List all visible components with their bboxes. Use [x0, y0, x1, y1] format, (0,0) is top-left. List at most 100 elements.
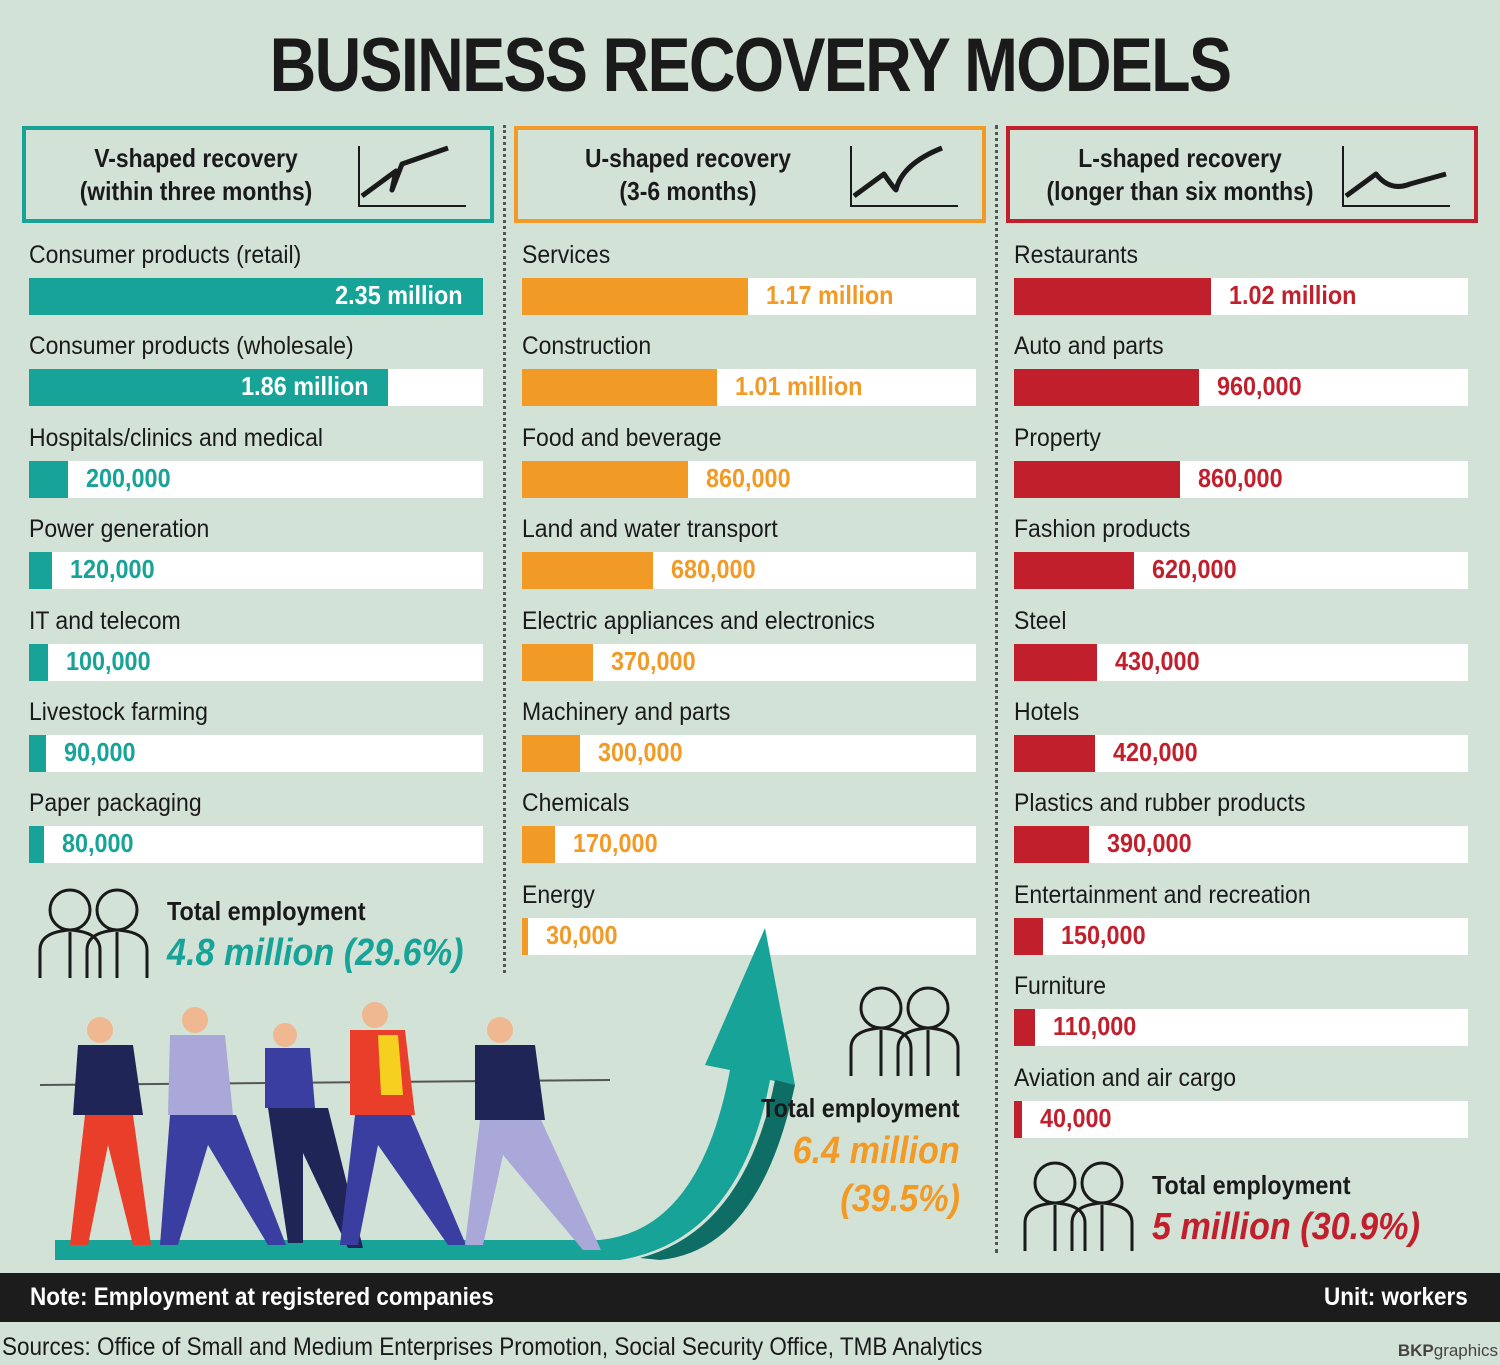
bar-track: 90,000 [29, 735, 483, 772]
people-icon [70, 1002, 601, 1250]
bar-track: 960,000 [1014, 369, 1468, 407]
u-shape-chart-icon [850, 145, 958, 207]
bar [29, 552, 53, 590]
employees-icon [849, 986, 960, 1076]
u-subtitle: (3-6 months) [619, 176, 757, 206]
brand-logo: BKPgraphics [1398, 1341, 1498, 1361]
bar [29, 826, 45, 864]
bar-track: 170,000 [522, 826, 976, 864]
page-title: BUSINESS RECOVERY MODELS [269, 23, 1232, 108]
bar-value-label: 200,000 [85, 462, 171, 493]
l-subtitle: (longer than six months) [1046, 176, 1314, 206]
bar-category-label: Steel [1014, 606, 1067, 635]
bar [1014, 643, 1098, 681]
l-total-label: Total employment [1152, 1170, 1351, 1200]
bar-category-label: Hospitals/clinics and medical [29, 423, 324, 452]
bar-category-label: Construction [522, 332, 652, 361]
bar-track: 200,000 [29, 460, 483, 498]
bar-category-label: Entertainment and recreation [1014, 880, 1311, 909]
bar-track: 150,000 [1014, 917, 1468, 955]
bar-value-label: 80,000 [62, 828, 135, 859]
bar-category-label: Furniture [1014, 972, 1107, 1001]
footer-unit: Unit: workers [1324, 1283, 1468, 1311]
bar-track: 300,000 [522, 735, 976, 772]
v-shape-chart-icon [358, 145, 466, 207]
bar-track: 860,000 [1014, 460, 1468, 498]
divider [995, 125, 998, 1253]
bar [1014, 826, 1090, 864]
bar-value-label: 40,000 [1039, 1102, 1112, 1133]
bar [522, 278, 749, 315]
sources: Sources: Office of Small and Medium Ente… [2, 1333, 983, 1361]
bar-value-label: 2.35 million [335, 280, 463, 310]
footer-note: Note: Employment at registered companies [30, 1283, 494, 1311]
bar-value-label: 620,000 [1151, 554, 1237, 585]
bar-value-label: 170,000 [572, 828, 658, 859]
bar-category-label: Consumer products (retail) [29, 241, 302, 269]
employees-icon [38, 888, 149, 978]
bar-category-label: Power generation [29, 515, 210, 544]
divider [503, 125, 506, 973]
bar [29, 369, 389, 407]
l-title: L-shaped recovery [1078, 143, 1282, 173]
footer-bar: Note: Employment at registered companies… [0, 1273, 1500, 1322]
bar-track: 30,000 [522, 917, 976, 955]
bar-track: 2.35 million [29, 278, 483, 315]
u-title: U-shaped recovery [584, 143, 792, 173]
bar-category-label: Restaurants [1014, 241, 1139, 269]
u-total-pct: (39.5%) [840, 1178, 960, 1220]
bar-value-label: 110,000 [1053, 1011, 1137, 1042]
bar-value-label: 300,000 [597, 737, 683, 767]
bar-value-label: 1.17 million [766, 280, 894, 310]
bar-category-label: Services [522, 241, 611, 269]
bar-value-label: 960,000 [1217, 371, 1303, 402]
bar-category-label: Livestock farming [29, 698, 208, 726]
bar-category-label: Chemicals [522, 789, 630, 818]
v-subtitle: (within three months) [79, 176, 313, 206]
bar [1014, 1100, 1022, 1138]
bar-value-label: 430,000 [1115, 645, 1200, 676]
bar-value-label: 1.02 million [1229, 280, 1357, 310]
bar [29, 735, 47, 772]
bar-category-label: Food and beverage [522, 423, 722, 452]
bar [522, 826, 555, 864]
bar [1014, 278, 1212, 315]
bar-category-label: Hotels [1014, 698, 1080, 726]
bar-value-label: 1.01 million [735, 371, 863, 402]
v-total-value: 4.8 million (29.6%) [167, 932, 464, 974]
bar [522, 552, 654, 590]
bar-value-label: 390,000 [1107, 828, 1192, 859]
bar-track: 1.86 million [29, 369, 483, 407]
bar-value-label: 30,000 [545, 919, 618, 950]
bar-category-label: Land and water transport [522, 515, 778, 544]
v-total-label: Total employment [167, 896, 366, 926]
brand-bold: BKP [1397, 1341, 1434, 1360]
bar-track: 430,000 [1014, 643, 1468, 681]
bar [1014, 460, 1181, 498]
bar-category-label: Plastics and rubber products [1014, 789, 1306, 818]
bar-track: 80,000 [29, 826, 483, 864]
l-shape-chart-icon [1342, 146, 1450, 207]
bar [29, 460, 68, 498]
bar [1014, 1009, 1036, 1047]
bar-track: 420,000 [1014, 735, 1468, 772]
bar-category-label: Paper packaging [29, 789, 202, 818]
employees-icon [1023, 1161, 1134, 1251]
bar [1014, 735, 1096, 772]
header-u-shaped: U-shaped recovery (3-6 months) [514, 126, 986, 223]
brand-rest: graphics [1433, 1341, 1498, 1360]
bar-category-label: Electric appliances and electronics [522, 606, 875, 635]
u-total-label: Total employment [761, 1093, 960, 1123]
bar-value-label: 420,000 [1113, 737, 1198, 767]
header-l-shaped: L-shaped recovery (longer than six months… [1006, 126, 1478, 223]
bar-category-label: Property [1014, 423, 1101, 452]
bar-track: 370,000 [522, 643, 976, 681]
bar [29, 643, 49, 681]
bar-category-label: Consumer products (wholesale) [29, 332, 354, 361]
bar-track: 1.17 million [522, 278, 976, 315]
bar-track: 1.01 million [522, 369, 976, 407]
bar [522, 917, 528, 955]
u-total-value: 6.4 million [792, 1130, 960, 1172]
bar-track: 120,000 [29, 552, 483, 590]
bar [1014, 917, 1043, 955]
